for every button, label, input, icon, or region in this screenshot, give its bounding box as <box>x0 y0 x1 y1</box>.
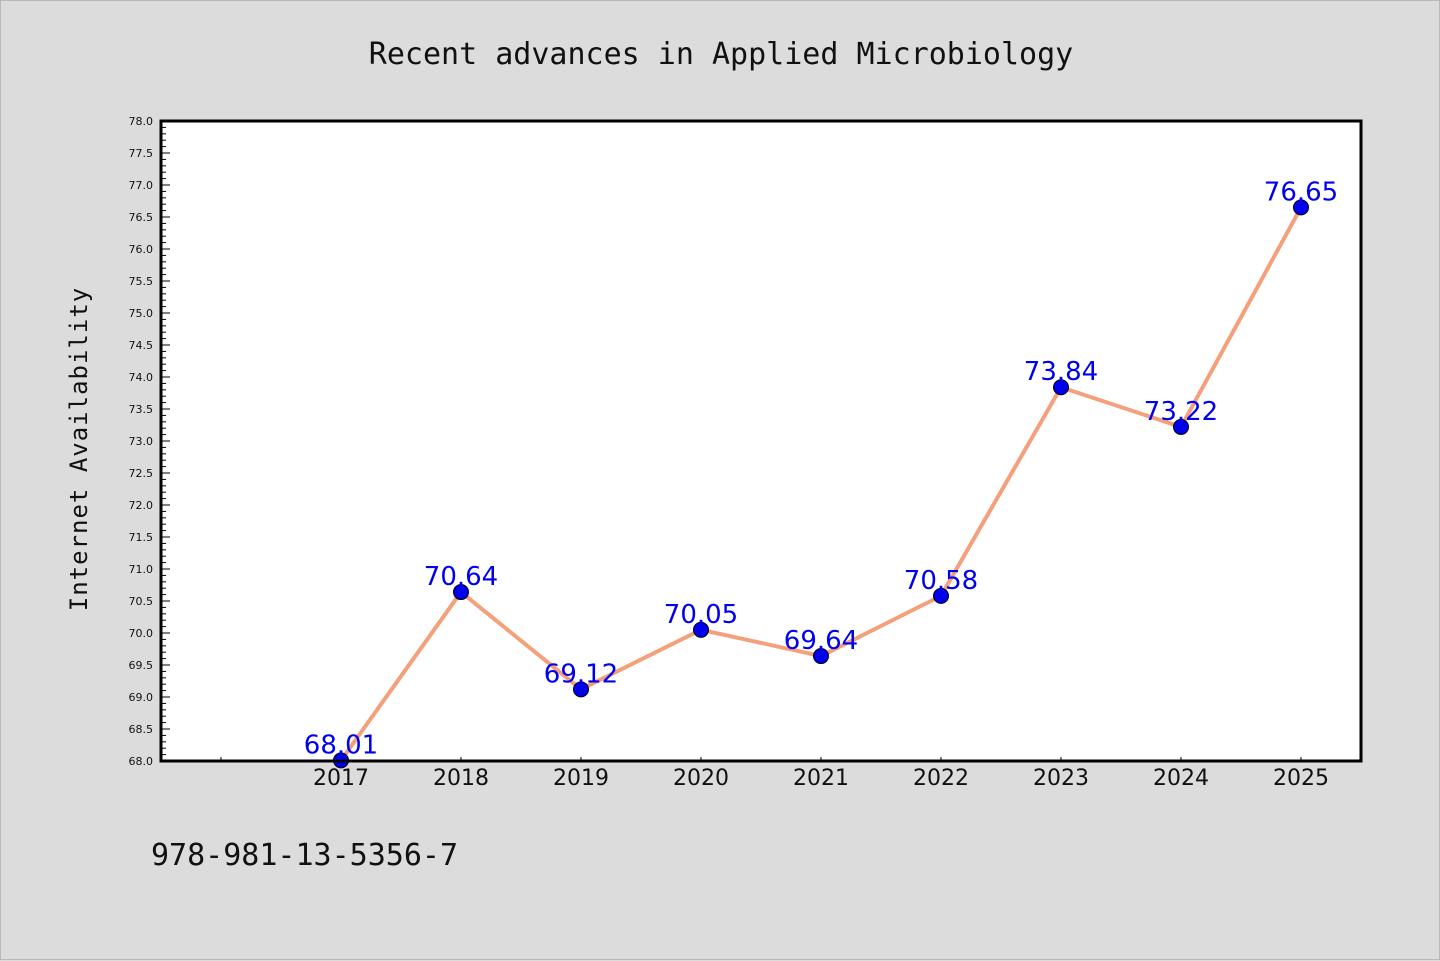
series-group <box>333 199 1309 769</box>
isbn-footer: 978-981-13-5356-7 <box>151 838 458 873</box>
data-point <box>573 681 589 698</box>
y-tick-label: 68.0 <box>129 755 154 768</box>
y-tick-label: 77.0 <box>129 179 154 192</box>
y-tick-label: 73.0 <box>129 435 154 448</box>
y-tick-label: 78.0 <box>129 115 154 128</box>
y-tick-label: 74.0 <box>129 371 154 384</box>
x-tick-label: 2022 <box>913 766 969 791</box>
data-label: 76.65 <box>1264 177 1338 207</box>
x-tick-label: 2023 <box>1033 766 1089 791</box>
data-label: 69.12 <box>544 659 618 689</box>
y-tick-label: 76.5 <box>129 211 154 224</box>
y-tick-label: 71.0 <box>129 563 154 576</box>
x-tick-label: 2017 <box>313 766 369 791</box>
y-tick-label: 75.0 <box>129 307 154 320</box>
y-axis-label: Internet Availability <box>65 287 93 611</box>
data-point <box>1053 379 1069 396</box>
y-tick-label: 76.0 <box>129 243 154 256</box>
plot-frame <box>159 119 1363 763</box>
y-tick-label: 72.5 <box>129 467 154 480</box>
y-tick-label: 73.5 <box>129 403 154 416</box>
data-label: 73.84 <box>1024 357 1098 387</box>
x-tick-label: 2020 <box>673 766 729 791</box>
x-tick-label: 2018 <box>433 766 489 791</box>
x-tick-label: 2019 <box>553 766 609 791</box>
data-label: 68.01 <box>304 730 378 760</box>
data-point <box>1293 199 1309 216</box>
x-tick-label: 2025 <box>1273 766 1329 791</box>
data-label: 69.64 <box>784 626 858 656</box>
x-tick-label: 2024 <box>1153 766 1209 791</box>
data-point <box>933 587 949 604</box>
y-tick-label: 70.5 <box>129 595 154 608</box>
data-label: 70.58 <box>904 566 978 596</box>
data-label: 73.22 <box>1144 397 1218 427</box>
data-point <box>693 621 709 638</box>
y-tick-label: 72.0 <box>129 499 154 512</box>
y-tick-label: 71.5 <box>129 531 154 544</box>
y-tick-label: 69.5 <box>129 659 154 672</box>
data-point <box>813 648 829 665</box>
y-tick-label: 77.5 <box>129 147 154 160</box>
plot-area <box>161 121 1361 761</box>
y-tick-label: 70.0 <box>129 627 154 640</box>
data-point <box>1173 418 1189 435</box>
y-tick-label: 75.5 <box>129 275 154 288</box>
data-point <box>453 584 469 601</box>
y-tick-label: 74.5 <box>129 339 154 352</box>
y-tick-label: 69.0 <box>129 691 154 704</box>
data-labels: 68.01 70.64 69.12 70.05 69.64 70.58 73.84 73.22… <box>304 177 1338 760</box>
x-tick-label: 2021 <box>793 766 849 791</box>
chart-title: Recent advances in Applied Microbiology <box>369 37 1073 72</box>
data-label: 70.64 <box>424 562 498 592</box>
data-label: 70.05 <box>664 600 738 630</box>
y-tick-label: 68.5 <box>129 723 154 736</box>
